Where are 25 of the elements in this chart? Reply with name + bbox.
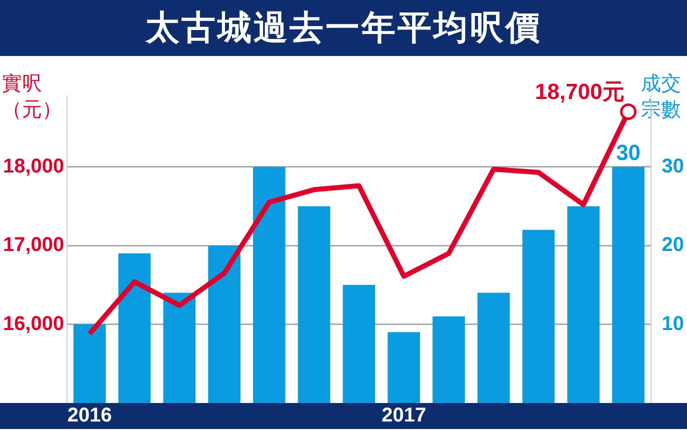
chart-title: 太古城過去一年平均呎價 bbox=[0, 0, 687, 56]
bar bbox=[612, 166, 644, 403]
bar bbox=[567, 206, 600, 403]
bar bbox=[208, 246, 240, 403]
y-tick-label: 18,000 bbox=[3, 155, 64, 178]
bar bbox=[342, 284, 376, 403]
bar bbox=[388, 332, 420, 403]
bar bbox=[163, 292, 196, 403]
x-tick-label: 2016 bbox=[67, 404, 112, 427]
bar bbox=[477, 292, 510, 403]
x-tick-label: 2017 bbox=[382, 404, 426, 427]
bar bbox=[253, 166, 286, 403]
bar bbox=[432, 316, 465, 403]
annotation: 18,700元 bbox=[535, 78, 624, 104]
bar bbox=[298, 206, 330, 403]
y-tick-label: 17,000 bbox=[3, 234, 64, 256]
data-label: 30 bbox=[616, 140, 641, 165]
bar bbox=[522, 230, 555, 403]
y-tick-label: 16,000 bbox=[3, 312, 64, 335]
y2-tick-label: 20 bbox=[662, 234, 684, 256]
y-axis-title: 實呎（元） bbox=[2, 70, 63, 122]
bar bbox=[118, 253, 151, 403]
y2-tick-label: 30 bbox=[662, 155, 684, 178]
y2-tick-label: 10 bbox=[662, 312, 684, 335]
bar bbox=[73, 324, 106, 403]
